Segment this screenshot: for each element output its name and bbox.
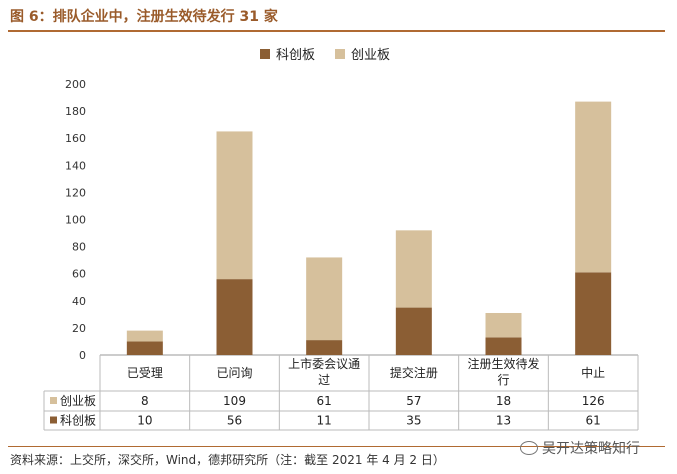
y-tick-label: 180 xyxy=(65,105,86,118)
y-tick-label: 100 xyxy=(65,214,86,227)
y-tick-label: 80 xyxy=(72,241,86,254)
data-label-kcb: 35 xyxy=(406,414,421,428)
bar-kcb xyxy=(126,341,163,355)
x-tick-label: 上市委会议通 xyxy=(288,356,360,371)
data-label-cyb: 109 xyxy=(223,394,246,408)
y-tick-label: 200 xyxy=(65,78,86,91)
bar-cyb xyxy=(306,257,343,341)
legend-swatch-kcb xyxy=(260,48,270,59)
table-row-label-kcb: 科创板 xyxy=(60,414,96,428)
bar-cyb xyxy=(575,101,612,273)
bottom-rule xyxy=(8,446,665,447)
data-label-kcb: 10 xyxy=(137,414,152,428)
bar-kcb xyxy=(485,337,522,355)
bar-cyb xyxy=(485,312,522,338)
y-tick-label: 160 xyxy=(65,132,86,145)
bar-kcb xyxy=(306,340,343,355)
x-tick-label: 中止 xyxy=(581,365,605,380)
data-label-kcb: 11 xyxy=(317,414,332,428)
legend-swatch-cyb xyxy=(335,48,346,59)
x-tick-label: 过 xyxy=(318,373,330,387)
data-label-kcb: 13 xyxy=(496,414,511,428)
x-tick-label: 已受理 xyxy=(127,366,163,380)
x-tick-label: 行 xyxy=(497,373,509,387)
bar-cyb xyxy=(216,131,253,280)
watermark-text: 吴开达策略知行 xyxy=(542,441,640,457)
bar-cyb xyxy=(395,230,432,308)
y-tick-label: 60 xyxy=(72,268,86,281)
bar-kcb xyxy=(575,272,612,355)
wechat-icon xyxy=(520,441,538,455)
title-rule xyxy=(8,30,665,32)
watermark: 吴开达策略知行 xyxy=(520,438,640,458)
figure-title: 图 6：排队企业中，注册生效待发行 31 家 xyxy=(10,9,278,25)
legend-item-cyb: 创业板 xyxy=(335,44,390,63)
data-label-kcb: 56 xyxy=(227,414,242,428)
data-label-cyb: 61 xyxy=(317,394,332,408)
legend-item-kcb: 科创板 xyxy=(260,44,315,63)
y-tick-label: 20 xyxy=(72,322,86,335)
y-tick-label: 120 xyxy=(65,186,86,199)
y-tick-label: 140 xyxy=(65,159,86,172)
bar-kcb xyxy=(216,279,253,355)
data-label-cyb: 18 xyxy=(496,394,511,408)
bar-kcb xyxy=(395,307,432,355)
legend-label-cyb: 创业板 xyxy=(351,48,391,63)
data-label-cyb: 57 xyxy=(406,394,421,408)
x-tick-label: 注册生效待发 xyxy=(467,356,539,371)
x-tick-label: 已问询 xyxy=(216,366,252,380)
x-tick-label: 提交注册 xyxy=(390,365,438,380)
table-row-swatch-kcb xyxy=(50,416,57,424)
data-label-kcb: 61 xyxy=(586,414,601,428)
bar-cyb xyxy=(126,330,163,342)
chart-legend: 科创板 创业板 xyxy=(260,44,390,63)
source-note: 资料来源：上交所，深交所，Wind，德邦研究所（注：截至 2021 年 4 月 … xyxy=(10,453,445,467)
y-tick-label: 40 xyxy=(72,295,86,308)
data-label-cyb: 126 xyxy=(582,394,605,408)
y-tick-label: 0 xyxy=(79,349,86,362)
table-row-label-cyb: 创业板 xyxy=(60,394,96,408)
legend-label-kcb: 科创板 xyxy=(276,48,316,63)
data-label-cyb: 8 xyxy=(141,394,149,408)
table-row-swatch-cyb xyxy=(50,397,57,404)
